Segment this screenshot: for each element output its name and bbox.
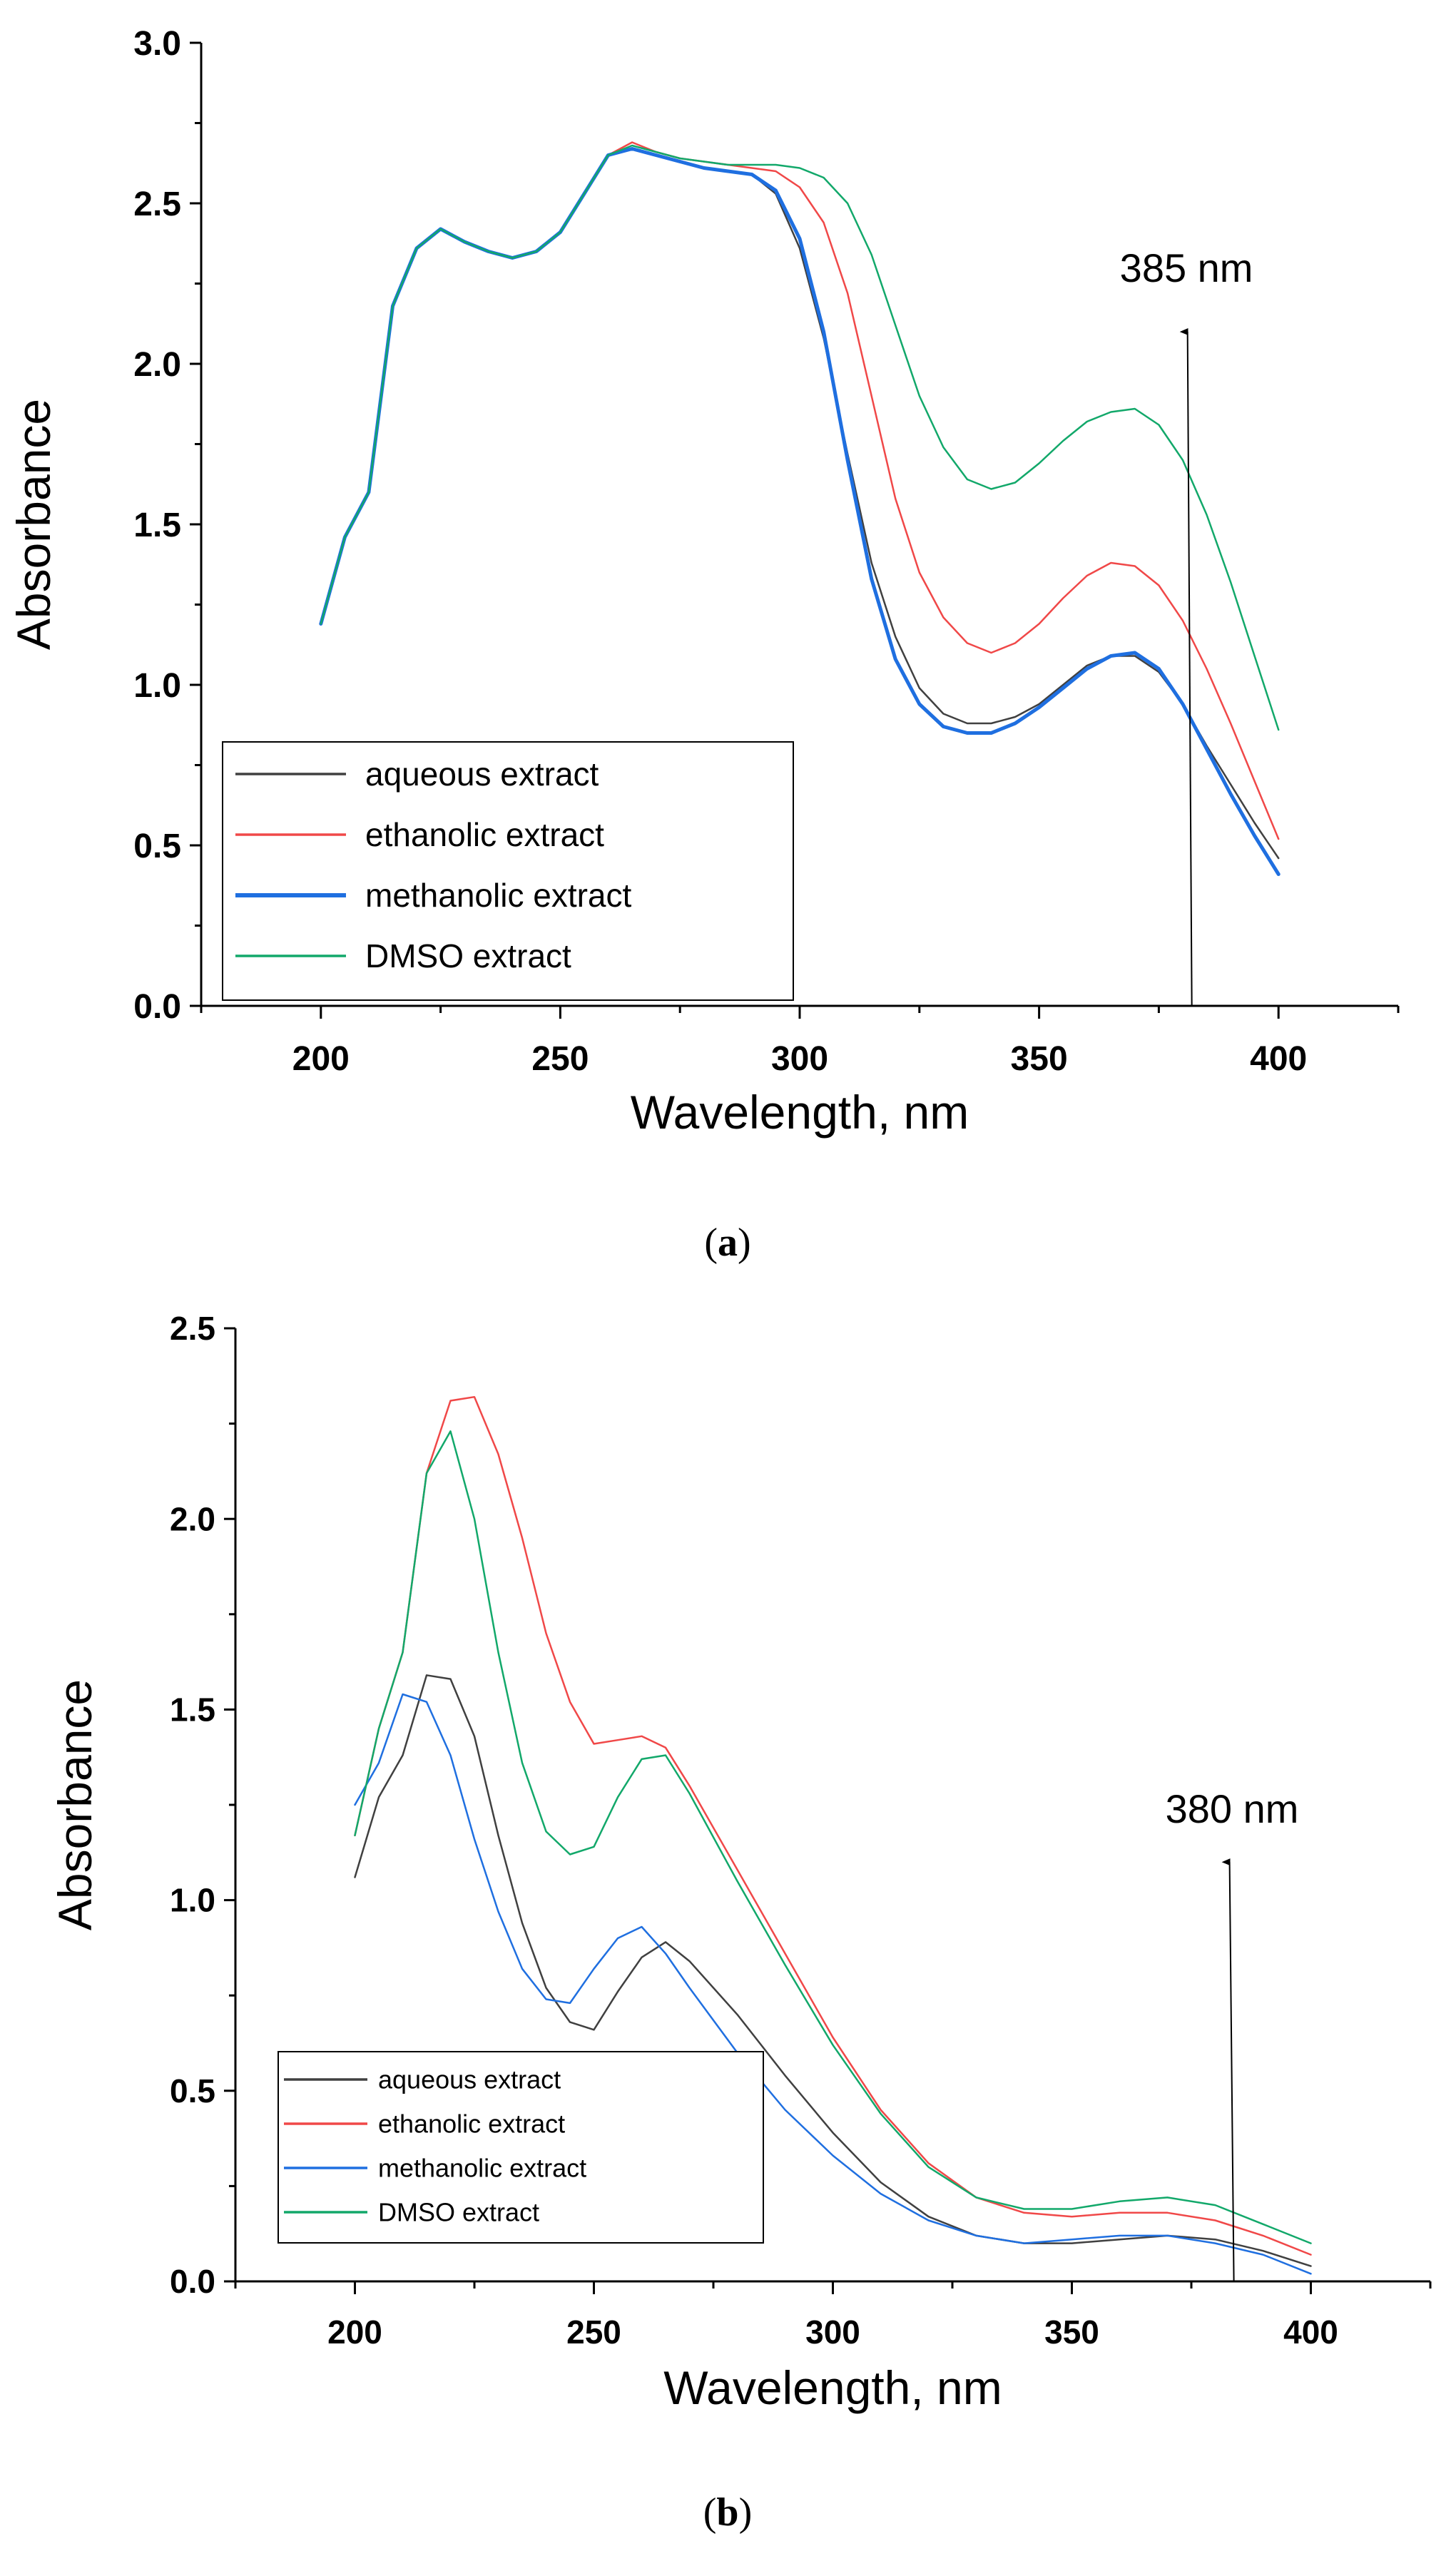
y-axis-title: Absorbance <box>49 1679 101 1930</box>
legend-label: methanolic extract <box>365 877 631 914</box>
y-tick-label: 0.5 <box>133 828 181 865</box>
x-tick-label: 200 <box>327 2313 382 2351</box>
y-axis-title: Absorbance <box>7 399 60 650</box>
legend-label: ethanolic extract <box>378 2109 565 2139</box>
y-tick-label: 1.0 <box>170 1882 215 1919</box>
y-tick-label: 2.0 <box>133 346 181 384</box>
annotation-arrow <box>1221 1858 1235 2282</box>
legend-label: DMSO extract <box>378 2198 539 2227</box>
caption-open-paren: ( <box>704 1221 718 1265</box>
y-tick-label: 2.5 <box>170 1310 215 1347</box>
caption-close-paren: ) <box>739 2490 753 2535</box>
legend: aqueous extract ethanolic extract methanol… <box>278 2051 764 2244</box>
series-line-ethanolic <box>354 1395 1312 2256</box>
y-tick-label: 3.0 <box>133 25 181 63</box>
series-line-aqueous <box>354 1674 1312 2267</box>
legend: aqueous extract ethanolic extract methanol… <box>222 741 794 1001</box>
x-axis-title: Wavelength, nm <box>631 1086 969 1139</box>
y-tick-label: 1.5 <box>133 506 181 544</box>
caption-open-paren: ( <box>703 2490 717 2535</box>
x-tick-label: 250 <box>566 2313 621 2351</box>
annotation-label: 380 nm <box>1166 1786 1299 1831</box>
x-axis-title: Wavelength, nm <box>663 2361 1002 2414</box>
panel-caption: (b) <box>703 2490 752 2535</box>
x-tick-label: 300 <box>771 1040 828 1078</box>
legend-label: ethanolic extract <box>365 816 604 853</box>
caption-letter: a <box>718 1221 738 1265</box>
series-line-methanolic <box>354 1693 1312 2275</box>
legend-label: DMSO extract <box>365 937 571 974</box>
panel-caption: (a) <box>704 1221 750 1265</box>
annotation-label: 385 nm <box>1120 245 1253 290</box>
x-tick-label: 300 <box>805 2313 860 2351</box>
series-line-dmso <box>320 144 1280 731</box>
x-tick-label: 350 <box>1011 1040 1068 1078</box>
x-tick-label: 250 <box>531 1040 589 1078</box>
x-tick-label: 400 <box>1250 1040 1307 1078</box>
y-tick-label: 0.0 <box>170 2263 215 2300</box>
x-tick-label: 350 <box>1044 2313 1099 2351</box>
y-tick-label: 0.5 <box>170 2072 215 2109</box>
series-line-dmso <box>354 1430 1312 2244</box>
annotation-arrow <box>1179 327 1193 1007</box>
y-tick-label: 1.5 <box>170 1691 215 1729</box>
caption-letter: b <box>716 2490 738 2535</box>
y-tick-label: 1.0 <box>133 667 181 705</box>
legend-label: aqueous extract <box>378 2065 561 2094</box>
y-tick-label: 2.0 <box>170 1500 215 1537</box>
legend-label: aqueous extract <box>365 755 599 793</box>
y-tick-label: 2.5 <box>133 185 181 223</box>
y-tick-label: 0.0 <box>133 988 181 1026</box>
legend-label: methanolic extract <box>378 2154 586 2183</box>
chart-panel-b: 0.0 0.5 1.0 1.5 2.0 2.5 200 250 300 350 400 Wavelen… <box>49 1310 1432 2535</box>
x-tick-label: 400 <box>1283 2313 1338 2351</box>
caption-close-paren: ) <box>738 1221 751 1265</box>
chart-panel-a: 0.0 0.5 1.0 1.5 2.0 2.5 3.0 200 250 300 350 400 Wave… <box>7 25 1400 1265</box>
x-tick-label: 200 <box>292 1040 350 1078</box>
